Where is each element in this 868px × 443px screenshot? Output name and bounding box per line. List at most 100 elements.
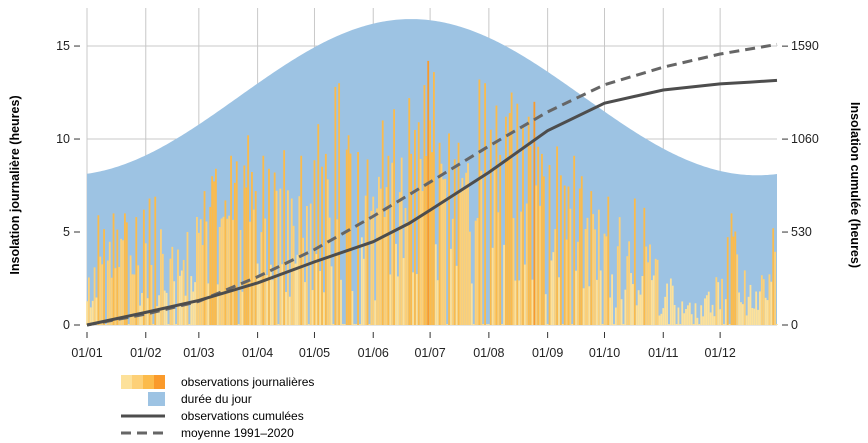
x-tick-label: 01/03 [183,346,214,360]
daily-bar [342,324,344,325]
daily-bar [256,263,259,325]
daily-bar [603,233,606,325]
daily-bar [192,291,195,325]
daily-bar [124,213,126,325]
daily-bar [444,178,447,325]
daily-bar [662,308,665,325]
daily-bar [702,316,704,325]
daily-bar [558,277,560,325]
daily-bar [387,155,390,325]
daily-bar [715,277,718,325]
daily-bar [378,176,380,325]
daily-bar [281,264,284,325]
daily-bar [764,297,767,325]
daily-bar [349,153,352,325]
daily-bar [537,146,540,325]
daily-bar [197,232,200,325]
daily-bar [736,254,739,325]
daily-bar [503,244,505,325]
daily-bar [431,152,433,325]
daily-bar [215,168,217,325]
daily-bar [243,165,246,325]
daily-bar [469,231,471,325]
daily-bar [93,267,96,325]
daily-bar [614,307,617,325]
daily-bar [628,241,631,325]
daily-bar [368,324,371,325]
daily-bar [404,207,407,325]
legend-item-normal: moyenne 1991–2020 [121,426,294,440]
daily-bar [660,313,663,325]
daily-bar [544,294,547,325]
daily-bar [285,291,287,325]
daily-bar [152,324,155,325]
daily-bar [421,191,424,325]
daily-bar [120,238,123,325]
daily-bar [296,254,299,325]
daily-bar [453,159,456,325]
daily-bar [376,208,378,325]
daily-bar [315,254,318,325]
daily-bar [664,296,667,325]
daily-bar [489,129,492,325]
daily-bar [741,304,744,325]
x-axis: 01/01 01/02 01/03 01/04 01/05 01/06 01/07 01/08… [71,332,736,360]
daily-bar [556,146,559,325]
daily-bar [359,324,361,325]
daily-bar [438,142,441,325]
daily-bar [252,209,255,325]
daily-bar [766,300,769,325]
daily-bar [596,279,598,325]
daily-bar [161,253,164,325]
daily-bar [480,170,483,325]
daily-bar [423,85,426,325]
daily-bar [283,150,286,325]
legend-swatch-daily-4 [154,375,165,389]
daily-bar [561,324,564,325]
daily-bar [370,210,373,325]
daily-bar [597,209,600,325]
daily-bar [323,292,325,325]
daily-bar [247,135,250,325]
daily-bar [491,247,494,325]
daily-bar [626,256,629,325]
daily-bar [108,241,111,325]
daily-bar [618,217,621,325]
daily-bar [237,324,240,325]
daily-bar [196,216,198,325]
right-tick-label: 1590 [791,39,819,53]
daily-bar [180,270,183,325]
daily-bar [740,302,742,325]
x-tick-label: 01/10 [589,346,620,360]
daily-bar [493,168,496,325]
daily-bar [569,208,572,325]
daily-bar [548,165,551,325]
daily-bar [467,163,469,325]
right-axis-title: Insolation cumulée (heures) [848,102,862,268]
daily-bar [402,258,405,325]
daily-bar [448,133,450,325]
daily-bar [624,289,627,325]
daily-bar [169,258,172,325]
daily-bar [446,324,449,325]
daily-bar [501,324,504,325]
daily-bar [685,309,687,325]
daily-bar [747,296,750,325]
daily-bar [510,92,513,325]
daily-bar [450,248,452,325]
daily-bar [668,324,670,325]
legend-swatch-daily-1 [121,375,132,389]
daily-bar [224,200,227,325]
daily-bar [673,304,676,325]
daily-bar [101,264,104,325]
daily-bar [260,232,263,325]
daily-bar [654,258,657,325]
daily-bar [203,191,206,325]
daily-bar [770,281,773,325]
daily-bar [396,276,399,325]
daily-bar [266,275,268,325]
daily-bar [679,324,682,325]
daily-bar [228,215,231,325]
daily-bar [95,297,98,325]
daily-bar [288,296,291,325]
